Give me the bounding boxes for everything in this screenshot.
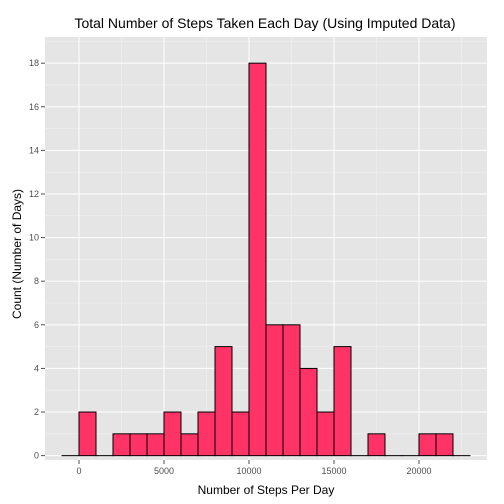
x-tick-label: 10000 <box>236 466 261 476</box>
y-tick-label: 6 <box>34 320 39 330</box>
histogram-bar <box>300 368 317 455</box>
x-axis-title: Number of Steps Per Day <box>198 483 335 497</box>
y-tick-label: 2 <box>34 407 39 417</box>
histogram-bar <box>249 63 266 455</box>
histogram-bar <box>283 325 300 456</box>
histogram-bar <box>215 347 232 456</box>
x-tick-label: 15000 <box>321 466 346 476</box>
x-tick-label: 0 <box>76 466 81 476</box>
histogram-bar <box>232 412 249 456</box>
histogram-bar <box>198 412 215 456</box>
y-axis-title: Count (Number of Days) <box>10 189 24 319</box>
y-tick-label: 18 <box>29 58 39 68</box>
y-tick-label: 10 <box>29 233 39 243</box>
histogram-bar <box>113 434 130 456</box>
histogram-bar <box>130 434 147 456</box>
y-tick-label: 8 <box>34 276 39 286</box>
histogram-bar <box>334 347 351 456</box>
y-tick-label: 14 <box>29 145 39 155</box>
histogram-bar <box>266 325 283 456</box>
y-axis-ticks: 0 2 4 6 8 10 12 14 16 18 <box>29 58 45 460</box>
y-tick-label: 4 <box>34 363 39 373</box>
y-tick-label: 12 <box>29 189 39 199</box>
histogram-bar <box>368 434 385 456</box>
y-tick-label: 0 <box>34 451 39 461</box>
y-tick-label: 16 <box>29 102 39 112</box>
x-tick-label: 5000 <box>154 466 174 476</box>
chart-title: Total Number of Steps Taken Each Day (Us… <box>74 15 455 31</box>
histogram-bar <box>79 412 96 456</box>
x-axis-ticks: 0 5000 10000 15000 20000 <box>76 460 431 476</box>
histogram-bar <box>147 434 164 456</box>
histogram-bar <box>181 434 198 456</box>
histogram-bar <box>164 412 181 456</box>
x-tick-label: 20000 <box>406 466 431 476</box>
histogram-bar <box>419 434 436 456</box>
histogram-bar <box>436 434 453 456</box>
histogram-bar <box>317 412 334 456</box>
